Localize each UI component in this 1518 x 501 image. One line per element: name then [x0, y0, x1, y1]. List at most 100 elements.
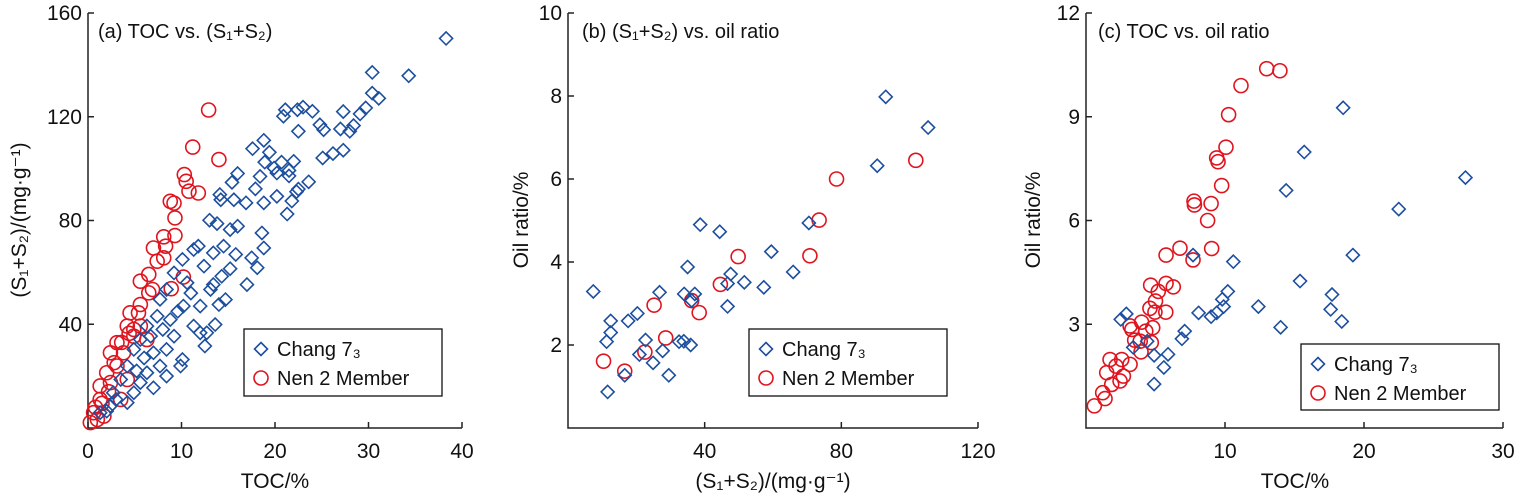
chang-point — [254, 225, 270, 241]
y-tick-label: 120 — [47, 106, 82, 129]
chang-point — [1125, 339, 1141, 356]
chang-point — [1272, 319, 1289, 335]
chang-point — [213, 192, 229, 208]
chang-point — [878, 89, 894, 105]
chang-point — [222, 261, 238, 277]
chang-point — [174, 351, 191, 368]
panel-c-toc-vs-oil-ratio: (c) TOC vs. oil ratio TOC/% Oil ratio/% … — [1022, 2, 1515, 493]
chang-point — [603, 313, 619, 329]
legend: Chang 7₃ Nen 2 Member — [243, 328, 443, 397]
chang-point — [126, 341, 142, 358]
chang-point — [207, 316, 223, 333]
series-nen-2-member — [595, 152, 924, 379]
chang-point — [113, 371, 129, 388]
nen-point — [130, 305, 147, 321]
chang-point — [920, 119, 936, 136]
chang-point — [186, 318, 202, 334]
nen-point — [155, 229, 172, 245]
chang-point — [1225, 254, 1241, 270]
chang-point — [1185, 247, 1201, 263]
chang-point — [273, 154, 290, 170]
chang-point — [209, 215, 225, 232]
nen-point — [657, 330, 674, 346]
y-tick-label: 12 — [1057, 2, 1080, 25]
y-tick-label: 10 — [539, 2, 562, 25]
y-tick-label: 9 — [1068, 106, 1080, 129]
chang-point — [162, 311, 178, 328]
chang-point — [128, 363, 145, 379]
chang-point — [166, 265, 182, 281]
nen-point — [132, 296, 149, 313]
nen-point — [908, 152, 924, 169]
chang-point — [119, 394, 135, 411]
chang-point — [289, 102, 306, 118]
chang-point — [585, 283, 601, 300]
chang-point — [152, 291, 168, 307]
chang-point — [1113, 311, 1129, 328]
chang-point — [364, 64, 380, 81]
chang-point — [257, 154, 273, 170]
chang-point — [252, 168, 268, 185]
nen-point — [1185, 252, 1201, 268]
chang-point — [158, 341, 175, 358]
chang-point — [1146, 376, 1162, 392]
chang-point — [256, 132, 272, 148]
chang-point — [136, 350, 152, 366]
x-tick-label: 30 — [1491, 440, 1514, 463]
chang-point — [315, 150, 331, 166]
legend-circle-icon — [1310, 385, 1326, 401]
chang-point — [1334, 313, 1350, 330]
chang-point — [288, 184, 305, 200]
chang-point — [108, 391, 124, 408]
nen-point — [691, 304, 708, 321]
chang-point — [239, 276, 255, 293]
nen-point — [1199, 212, 1216, 229]
chang-point — [645, 355, 661, 371]
chang-point — [679, 259, 696, 275]
chang-point — [676, 286, 692, 302]
nen-point — [1103, 376, 1120, 393]
y-tick-label: 6 — [550, 168, 562, 191]
x-tick-label: 30 — [357, 440, 380, 463]
nen-point — [166, 195, 182, 211]
chang-point — [212, 186, 228, 203]
chang-point — [712, 224, 728, 240]
chang-point — [692, 217, 708, 233]
x-tick-label: 40 — [693, 440, 716, 463]
legend-circle-icon — [758, 370, 774, 386]
chang-point — [279, 206, 295, 222]
chang-point — [275, 108, 292, 124]
chang-point — [201, 212, 218, 228]
chang-point — [342, 123, 358, 139]
x-tick-label: 10 — [1213, 440, 1236, 463]
nen-point — [157, 238, 174, 254]
panel-a-ylabel: (S₁+S₂)/(mg·g⁻¹) — [8, 142, 31, 297]
nen-point — [1203, 195, 1219, 212]
nen-point — [184, 139, 201, 155]
chang-point — [315, 122, 332, 138]
chang-point — [637, 332, 654, 348]
chang-point — [1292, 273, 1308, 289]
chang-point — [600, 384, 616, 400]
chang-point — [801, 215, 817, 231]
legend-circle-icon — [253, 370, 269, 386]
legend: Chang 7₃ Nen 2 Member — [748, 328, 948, 397]
legend-diamond-icon — [758, 341, 774, 357]
chang-point — [224, 174, 240, 191]
nen-point — [132, 273, 149, 289]
x-tick-label: 0 — [82, 440, 94, 463]
x-tick-label: 120 — [960, 440, 995, 463]
chang-point — [598, 334, 615, 350]
chang-point — [1177, 323, 1193, 339]
chang-point — [186, 241, 202, 258]
chang-point — [149, 308, 165, 324]
nen-point — [1133, 344, 1149, 360]
panel-c-ylabel: Oil ratio/% — [1022, 172, 1045, 269]
chang-point — [869, 158, 885, 174]
chang-point — [211, 296, 227, 313]
chang-point — [192, 298, 208, 314]
nen-point — [1115, 368, 1132, 384]
chang-point — [1146, 347, 1162, 364]
panel-a-xlabel: TOC/% — [241, 470, 309, 493]
chang-point — [244, 141, 261, 157]
